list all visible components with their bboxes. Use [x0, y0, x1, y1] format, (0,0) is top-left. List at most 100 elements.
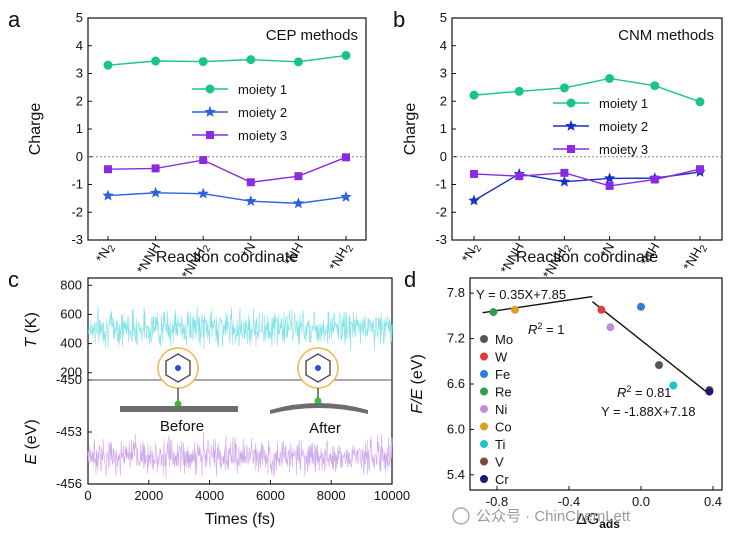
panel-a-frame [87, 17, 367, 241]
fit-left-line [482, 295, 593, 314]
panel-b-xlabel: Reaction coordinate [516, 249, 658, 266]
panel-b-frame [451, 17, 723, 241]
b-series-line-3 [473, 168, 701, 187]
d-point-fe [637, 302, 645, 311]
panel-d-ylabel-unit: (eV) [409, 354, 426, 389]
a-xtick-label: *NH2 [326, 240, 357, 275]
a-xtick-sub: 2 [344, 243, 357, 254]
d-ytick-label: 5.4 [447, 467, 465, 482]
fit-right-equation: Y = -1.88X+7.18 [601, 404, 695, 419]
structure-after: After [270, 347, 368, 437]
d-point-re [489, 308, 498, 317]
a-legend-label: moiety 3 [238, 128, 287, 143]
fit-left-r2-power: 2 [537, 321, 542, 331]
a-point-s3 [199, 156, 208, 165]
d-legend-marker [480, 440, 488, 448]
panel-c-top-ylabel: T (K) [23, 312, 40, 348]
b-ytick-label: 3 [440, 66, 447, 81]
b-ytick-label: 2 [440, 93, 447, 108]
a-legend-marker [205, 84, 215, 94]
a-point-s3 [151, 164, 160, 173]
b-point-s2 [468, 194, 480, 206]
fit-right-r2-letter: R [617, 385, 626, 400]
b-point-s1 [695, 97, 705, 107]
fit-left-r2-letter: R [528, 322, 537, 337]
d-legend-marker [480, 387, 488, 396]
panel-a-label: a [8, 7, 21, 32]
fit-left-r2: R2 = 1 [528, 321, 564, 337]
d-ytick-label: 7.2 [447, 331, 465, 346]
b-legend-label: moiety 3 [599, 142, 648, 157]
a-legend-marker [204, 106, 216, 117]
b-point-s3 [650, 175, 659, 184]
panel-d-xlabel-sub: ads [599, 517, 620, 531]
watermark-text: 公众号 · ChinChemLett [476, 508, 631, 525]
a-ytick-label: 4 [76, 38, 83, 53]
panel-c-top-ylabel-var: T [23, 337, 40, 348]
before-substrate [120, 406, 238, 412]
b-legend-marker [566, 98, 576, 108]
wechat-icon [452, 507, 470, 525]
a-ytick-label: -1 [71, 177, 83, 192]
d-legend-label: Ti [495, 437, 505, 452]
d-legend-label: Mo [495, 332, 513, 347]
panel-c-bottom-ylabel-var: E [23, 454, 40, 465]
panel-b-label: b [393, 7, 405, 32]
b-xtick-sub: 2 [698, 243, 711, 254]
b-legend-marker [565, 120, 577, 131]
panel-d: d -0.8 -0.4 0.0 0.4 5.4 6.0 6.6 7.2 7.8 Mo W Fe Re N… [404, 267, 723, 531]
fit-right-r2-power: 2 [626, 384, 631, 394]
before-label: Before [160, 418, 204, 435]
b-ytick-label: -2 [435, 204, 447, 219]
a-series-line-2 [107, 192, 347, 205]
a-point-s2 [197, 187, 209, 199]
a-point-s1 [246, 55, 256, 65]
a-legend-marker [206, 131, 214, 139]
a-xtick-label: *N [238, 240, 258, 260]
after-n-atom [314, 397, 322, 405]
energy-trace [87, 431, 393, 480]
panel-d-xlabel-prefix: ΔG [576, 511, 599, 528]
a-point-s1 [103, 60, 113, 70]
b-ytick-label: -1 [435, 177, 447, 192]
a-xtick-label: *NH [281, 240, 306, 268]
b-point-s1 [605, 73, 615, 83]
a-point-s2 [149, 186, 162, 198]
d-point-mo [655, 361, 663, 370]
b-legend-label: moiety 2 [599, 119, 648, 134]
b-series-line-1 [473, 77, 701, 103]
a-xtick-label: *N2 [93, 240, 119, 267]
b-point-s3 [605, 181, 614, 190]
b-xtick-main: *NH [637, 240, 662, 268]
temperature-trace-ytick-label: 800 [60, 277, 82, 292]
b-point-s1 [650, 81, 660, 91]
d-legend-marker [480, 457, 488, 466]
d-xtick-label: 0.4 [704, 494, 722, 509]
a-xtick-main: *N [93, 245, 113, 265]
panel-b-ylabel: Charge [402, 103, 419, 156]
after-substrate [270, 403, 368, 414]
a-point-s2 [340, 191, 352, 202]
temperature-trace-ytick-label: 200 [60, 365, 82, 380]
d-legend-label: Re [495, 385, 512, 400]
a-legend-label: moiety 2 [238, 105, 287, 120]
before-metal-atom [175, 365, 181, 371]
b-point-s3 [515, 172, 524, 181]
temperature-trace [87, 305, 393, 351]
panel-c-label: c [8, 267, 19, 292]
panel-a-xlabel: Reaction coordinate [156, 249, 298, 266]
d-legend-marker [480, 405, 488, 413]
d-point-w [597, 305, 606, 314]
panel-c-bottom-ylabel-unit: (eV) [23, 419, 40, 454]
panel-d-xlabel: ΔGads [576, 511, 620, 531]
a-point-s1 [341, 50, 351, 60]
c-xtick-label: 8000 [317, 488, 346, 503]
b-ytick-label: 1 [440, 121, 447, 136]
panel-c-bottom-ylabel: E (eV) [23, 419, 40, 464]
d-legend-marker [480, 475, 488, 483]
a-series-line-1 [107, 54, 347, 66]
d-legend-label: Ni [495, 402, 507, 417]
b-ytick-label: -3 [435, 232, 447, 247]
a-ytick-label: 2 [76, 93, 83, 108]
d-legend-label: Co [495, 420, 512, 435]
